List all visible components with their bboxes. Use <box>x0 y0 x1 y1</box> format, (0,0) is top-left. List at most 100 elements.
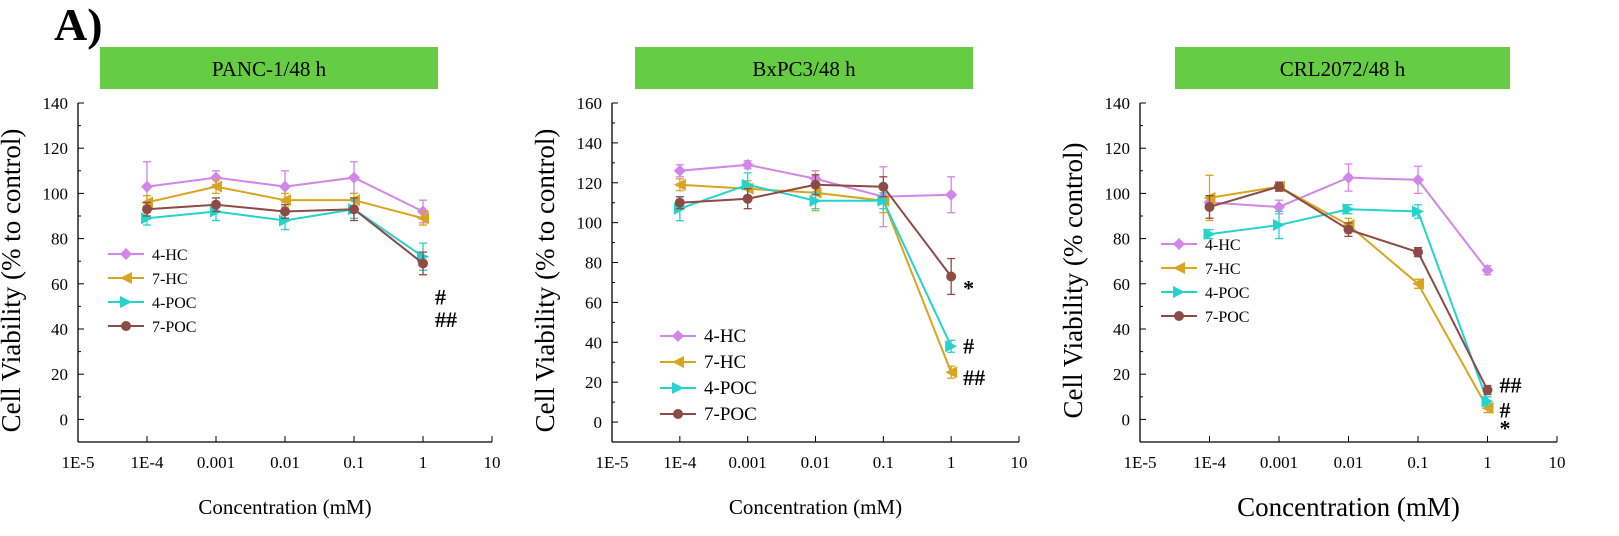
y-axis-label: Cell Viability (% to control) <box>530 129 560 433</box>
data-point <box>211 199 221 210</box>
legend-marker <box>672 330 684 342</box>
data-point <box>946 271 957 282</box>
legend-label: 7-HC <box>152 271 188 288</box>
legend-item-4-poc: 4-POC <box>1161 285 1249 302</box>
data-point <box>279 214 291 227</box>
y-tick-label: 80 <box>585 254 602 273</box>
x-tick-label: 1E-5 <box>595 453 628 472</box>
legend-marker <box>120 272 132 284</box>
x-tick-label: 0.1 <box>343 453 364 472</box>
data-point <box>945 366 958 379</box>
x-tick-label: 1E-4 <box>130 453 164 472</box>
significance-mark: # <box>1500 397 1511 422</box>
significance-mark: * <box>963 275 974 300</box>
y-tick-label: 0 <box>60 410 69 429</box>
data-point <box>279 180 291 193</box>
data-point <box>418 258 428 269</box>
significance-mark: ## <box>435 307 457 332</box>
significance-mark: ## <box>963 365 985 390</box>
y-tick-label: 40 <box>51 320 68 339</box>
legend-item-7-poc: 7-POC <box>660 404 757 425</box>
title-banner <box>1175 47 1510 89</box>
y-tick-label: 140 <box>577 134 603 153</box>
data-point <box>1412 173 1424 186</box>
significance-mark: ## <box>1500 373 1522 398</box>
data-point <box>878 181 889 192</box>
legend-marker <box>672 356 684 368</box>
x-axis-label: Concentration (mM) <box>1237 492 1460 522</box>
y-tick-label: 120 <box>43 139 69 158</box>
legend-label: 7-POC <box>1205 309 1249 326</box>
data-point <box>1481 402 1494 415</box>
x-tick-label: 1 <box>419 453 428 472</box>
significance-mark: * <box>1500 415 1511 440</box>
x-axis-label: Concentration (mM) <box>729 495 902 519</box>
x-tick-label: 0.1 <box>873 453 894 472</box>
chart-2: BxPC3/48 h 0 20 40 60 80 100 120 140 160 1E-5 1E-4 0… <box>530 47 1028 519</box>
data-point <box>348 171 360 184</box>
y-tick-label: 100 <box>577 214 603 233</box>
x-tick-label: 1E-4 <box>663 453 697 472</box>
y-tick-label: 80 <box>51 230 68 249</box>
data-point <box>210 180 222 193</box>
significance-mark: # <box>435 284 446 309</box>
legend-item-4-hc: 4-HC <box>660 326 746 347</box>
legend-label: 4-POC <box>152 295 196 312</box>
data-point <box>1482 385 1493 396</box>
data-point <box>1274 181 1284 192</box>
y-tick-label: 20 <box>585 373 602 392</box>
data-point <box>810 179 821 190</box>
legend-item-7-hc: 7-HC <box>108 271 188 288</box>
x-tick-label: 0.01 <box>801 453 831 472</box>
chart-3: CRL2072/48 h 0 20 40 60 80 100 120 140 1E-5 1E-4 0.… <box>1058 47 1566 522</box>
data-point <box>741 178 754 191</box>
x-tick-label: 10 <box>484 453 501 472</box>
significance-mark: # <box>963 333 974 358</box>
legend-item-7-poc: 7-POC <box>1161 309 1249 326</box>
data-point <box>809 194 822 207</box>
y-axis-label: Cell Viability (% to control) <box>0 129 26 433</box>
legend-marker <box>120 296 132 308</box>
data-point <box>673 164 686 177</box>
y-tick-label: 60 <box>1113 275 1130 294</box>
data-point <box>1343 224 1354 235</box>
legend-label: 7-POC <box>704 404 757 425</box>
legend-marker <box>1173 262 1185 274</box>
data-point <box>1203 228 1216 241</box>
data-point <box>1273 200 1285 213</box>
series-7-poc <box>1204 181 1493 396</box>
y-tick-label: 140 <box>1105 94 1131 113</box>
chart-title: BxPC3/48 h <box>752 57 856 81</box>
data-point <box>1342 203 1355 216</box>
data-point <box>141 212 153 225</box>
data-point <box>141 180 153 193</box>
series-7-poc <box>142 197 428 276</box>
y-tick-label: 40 <box>585 333 602 352</box>
legend-label: 4-HC <box>1205 237 1241 254</box>
data-point <box>1342 171 1355 184</box>
x-tick-label: 0.01 <box>1334 453 1364 472</box>
data-point <box>1413 247 1423 258</box>
legend-label: 4-HC <box>704 326 746 347</box>
y-axis-label: Cell Viability (% control) <box>1058 142 1088 418</box>
data-point <box>1481 264 1494 277</box>
data-point <box>1273 219 1285 232</box>
data-point <box>280 206 290 217</box>
x-tick-label: 0.01 <box>270 453 300 472</box>
x-tick-label: 10 <box>1011 453 1028 472</box>
legend-label: 7-HC <box>1205 261 1241 278</box>
legend-item-4-poc: 4-POC <box>108 295 196 312</box>
series-4-poc <box>1203 203 1494 408</box>
data-point <box>945 340 958 353</box>
data-point <box>417 212 429 225</box>
data-point <box>674 197 685 208</box>
series-7-poc <box>674 174 957 296</box>
y-tick-label: 60 <box>51 275 68 294</box>
legend-item-7-hc: 7-HC <box>1161 261 1241 278</box>
x-tick-label: 1E-5 <box>61 453 94 472</box>
legend-item-4-hc: 4-HC <box>1161 237 1241 254</box>
data-point <box>1412 277 1424 290</box>
legend-marker <box>1173 238 1185 250</box>
